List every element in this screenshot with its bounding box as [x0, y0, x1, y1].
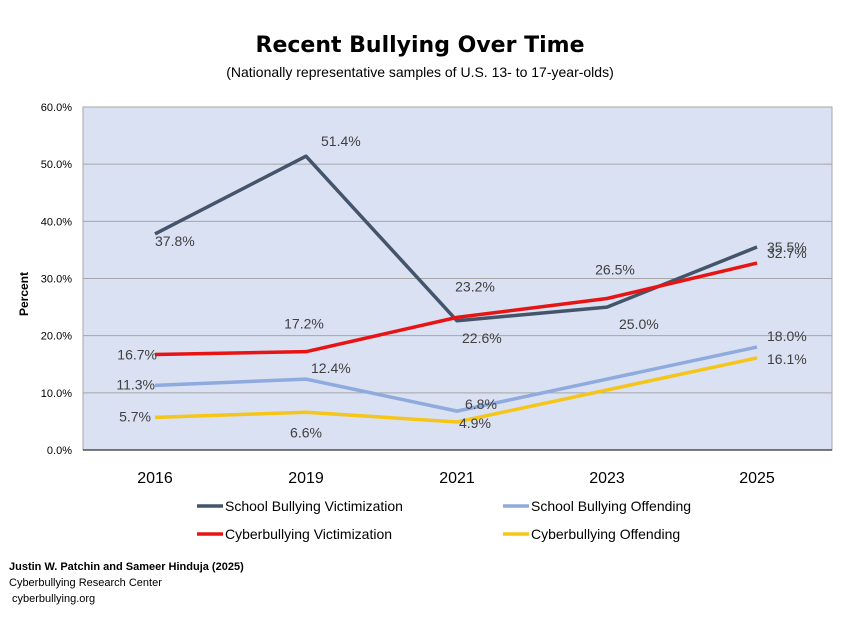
credit-website: cyberbullying.org [12, 593, 95, 605]
legend: School Bullying Victimization School Bull… [197, 498, 691, 542]
data-label: 32.7% [767, 245, 807, 261]
y-tick-label: 10.0% [41, 388, 72, 400]
y-tick-label: 30.0% [41, 274, 72, 286]
y-tick-label: 40.0% [41, 216, 72, 228]
data-label: 26.5% [595, 262, 635, 278]
chart-subtitle: (Nationally representative samples of U.… [226, 64, 614, 80]
data-label: 12.4% [311, 360, 351, 376]
legend-entry: Cyberbullying Victimization [225, 526, 392, 542]
data-label: 17.2% [284, 316, 324, 332]
data-label: 4.9% [459, 415, 491, 431]
data-label: 6.8% [465, 396, 497, 412]
legend-entry: School Bullying Offending [531, 498, 691, 514]
x-tick-label: 2016 [137, 470, 173, 487]
data-label: 16.7% [117, 347, 157, 363]
gridlines [83, 106, 832, 451]
x-tick-label: 2023 [589, 470, 625, 487]
data-label: 18.0% [767, 328, 807, 344]
data-label: 51.4% [321, 133, 361, 149]
series-lines [154, 154, 758, 424]
data-labels: 37.8% 51.4% 22.6% 25.0% 35.5% 11.3% 12.4% 6.8% 1… [116, 133, 806, 440]
x-tick-label: 2021 [439, 470, 475, 487]
x-tick-label: 2025 [739, 470, 775, 487]
data-label: 16.1% [767, 351, 807, 367]
x-axis-ticks: 2016 2019 2021 2023 2025 [137, 470, 775, 487]
data-label: 11.3% [116, 376, 155, 392]
data-label: 5.7% [119, 408, 151, 424]
data-label: 37.8% [155, 233, 195, 249]
series-line-cyberbullying-offending [154, 356, 758, 424]
y-tick-label: 60.0% [41, 102, 72, 114]
series-line-school-bullying-offending [154, 345, 758, 413]
y-tick-label: 0.0% [47, 445, 72, 457]
data-label: 35.5% [767, 239, 807, 255]
credit-center: Cyberbullying Research Center [9, 577, 162, 589]
y-tick-label: 20.0% [41, 331, 72, 343]
series-line-cyberbullying-victimization [154, 261, 758, 357]
y-axis-label: Percent [17, 272, 31, 316]
legend-entry: Cyberbullying Offending [531, 526, 680, 542]
y-tick-label: 50.0% [41, 159, 72, 171]
legend-entry: School Bullying Victimization [225, 498, 403, 514]
chart-title: Recent Bullying Over Time [256, 33, 585, 58]
x-tick-label: 2019 [288, 470, 324, 487]
credit-authors: Justin W. Patchin and Sameer Hinduja (20… [9, 561, 244, 573]
y-axis-ticks: 0.0% 10.0% 20.0% 30.0% 40.0% 50.0% 60.0% [41, 102, 72, 457]
data-label: 22.6% [462, 330, 502, 346]
data-label: 23.2% [455, 278, 495, 294]
data-label: 25.0% [619, 316, 659, 332]
data-label: 6.6% [290, 424, 322, 440]
